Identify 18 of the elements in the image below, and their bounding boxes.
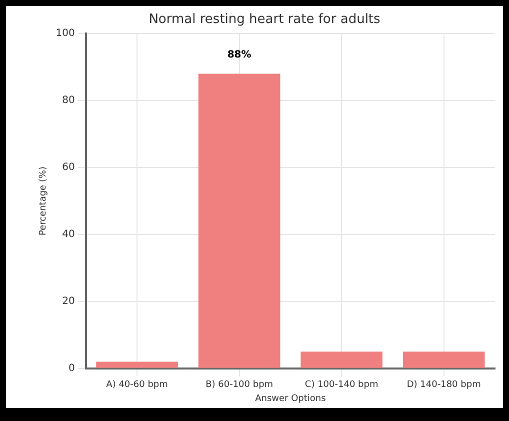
bar — [402, 352, 485, 368]
bar — [96, 362, 178, 368]
chart-title: Normal resting heart rate for adults — [148, 12, 381, 28]
y-axis-title: Percentage (%) — [38, 166, 49, 236]
data-label: 88% — [227, 49, 252, 60]
y-tick-label: 20 — [62, 296, 75, 308]
y-tick-label: 80 — [62, 95, 75, 106]
bar — [198, 74, 280, 368]
y-tick-label: 60 — [62, 162, 75, 174]
y-tick-label: 100 — [56, 28, 75, 40]
x-tick-label: C) 100-140 bpm — [304, 380, 378, 390]
y-tick-label: 40 — [62, 229, 75, 240]
x-tick-label: B) 60-100 bpm — [206, 380, 274, 390]
x-tick-label: A) 40-60 bpm — [106, 380, 168, 390]
bar — [300, 352, 382, 368]
x-axis-title: Answer Options — [255, 394, 326, 404]
y-tick-label: 0 — [68, 362, 75, 374]
x-tick-label: D) 140-180 bpm — [406, 380, 481, 390]
